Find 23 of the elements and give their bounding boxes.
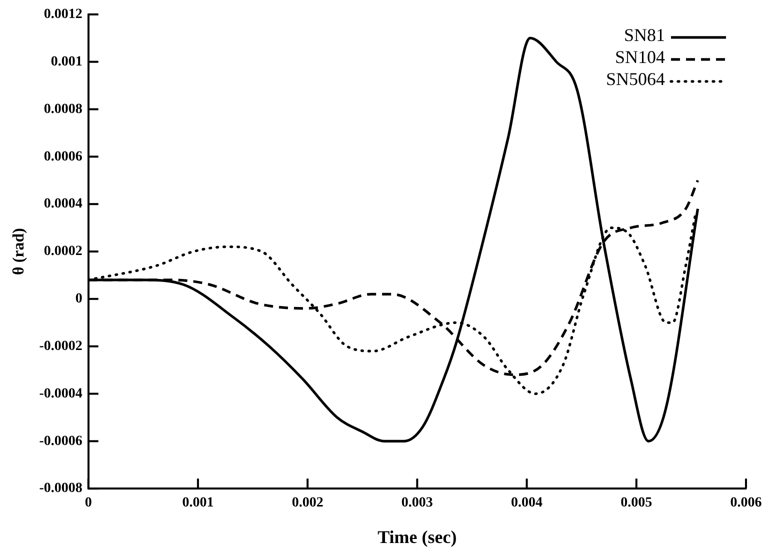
y-tick-label: 0.001 bbox=[50, 54, 82, 70]
y-tick-label: -0.0002 bbox=[39, 338, 82, 354]
y-tick-label: 0.0002 bbox=[44, 244, 82, 260]
y-tick-label: 0.0006 bbox=[44, 149, 82, 164]
y-tick-label: -0.0006 bbox=[39, 434, 82, 449]
x-tick-label: 0.004 bbox=[511, 496, 543, 511]
y-axis-title: θ (rad) bbox=[10, 228, 28, 276]
x-tick-label: 0.003 bbox=[401, 496, 433, 511]
x-tick-label: 0.001 bbox=[182, 496, 214, 511]
legend-label: SN5064 bbox=[606, 69, 665, 90]
x-axis-title: Time (sec) bbox=[378, 526, 457, 547]
legend-label: SN104 bbox=[614, 47, 665, 68]
x-tick-label: 0 bbox=[84, 496, 92, 511]
x-tick-label: 0.006 bbox=[730, 496, 762, 511]
legend-label: SN81 bbox=[624, 25, 665, 46]
y-tick-label: 0.0004 bbox=[44, 196, 82, 212]
x-tick-label: 0.002 bbox=[292, 496, 324, 511]
x-tick-label: 0.005 bbox=[620, 496, 652, 511]
y-tick-label: -0.0008 bbox=[39, 481, 82, 496]
y-tick-label: -0.0004 bbox=[39, 386, 82, 402]
y-tick-label: 0.0012 bbox=[44, 7, 82, 22]
y-tick-label: 0 bbox=[75, 292, 82, 307]
y-tick-label: 0.0008 bbox=[44, 102, 82, 117]
